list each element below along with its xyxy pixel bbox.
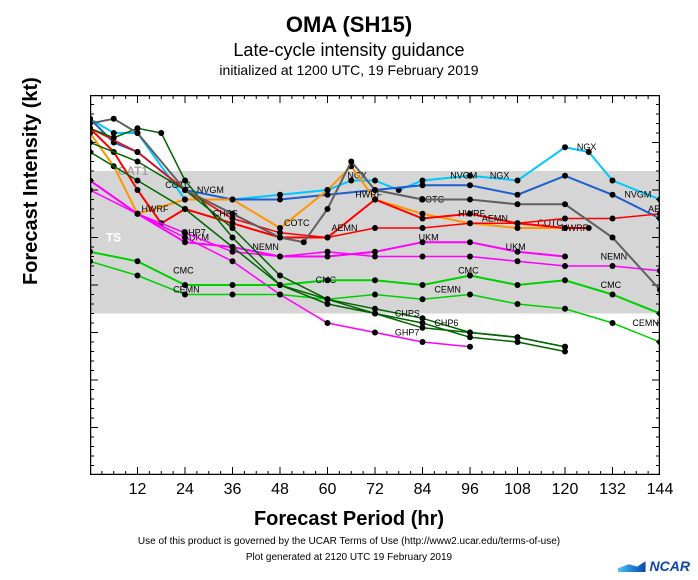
- svg-text:CHP6: CHP6: [434, 318, 458, 328]
- x-tick-label: 108: [500, 481, 536, 499]
- x-axis-label: Forecast Period (hr): [0, 508, 698, 531]
- x-tick-label: 144: [642, 481, 678, 499]
- svg-text:CEMN: CEMN: [173, 285, 200, 295]
- x-tick-label: 60: [310, 481, 346, 499]
- svg-text:CMC: CMC: [601, 280, 622, 290]
- svg-text:CEMN: CEMN: [632, 318, 659, 328]
- svg-text:COTC: COTC: [284, 218, 310, 228]
- svg-text:NEMN: NEMN: [601, 251, 628, 261]
- chart-title-main: OMA (SH15): [0, 12, 698, 38]
- x-tick-label: 132: [595, 481, 631, 499]
- chart-title-sub: Late-cycle intensity guidance: [0, 40, 698, 61]
- svg-text:NGX: NGX: [577, 142, 597, 152]
- svg-text:NVGM: NVGM: [450, 171, 477, 181]
- svg-text:CMC: CMC: [173, 266, 194, 276]
- svg-text:AEMN: AEMN: [332, 223, 358, 233]
- svg-text:NVGM: NVGM: [197, 185, 224, 195]
- plot-area: TSCAT1NGXNGXNGXNVGMNVGMNVGMCOTCCOTCCOTCC…: [90, 95, 660, 475]
- ncar-swish-icon: [618, 560, 646, 572]
- svg-text:AEMN: AEMN: [648, 204, 660, 214]
- svg-text:CHPS: CHPS: [395, 308, 420, 318]
- svg-text:HWRF: HWRF: [561, 223, 588, 233]
- svg-text:UKM: UKM: [419, 232, 439, 242]
- svg-text:NVGM: NVGM: [624, 190, 651, 200]
- ncar-logo: NCAR: [618, 558, 690, 574]
- x-tick-label: 84: [405, 481, 441, 499]
- svg-text:CMC: CMC: [458, 266, 479, 276]
- y-axis-label: Forecast Intensity (kt): [20, 77, 43, 285]
- x-tick-label: 48: [262, 481, 298, 499]
- ncar-logo-text: NCAR: [650, 558, 690, 574]
- svg-text:GHP7: GHP7: [395, 327, 420, 337]
- x-tick-label: 72: [357, 481, 393, 499]
- svg-text:AEMN: AEMN: [482, 213, 508, 223]
- footer-terms: Use of this product is governed by the U…: [0, 536, 698, 547]
- chart-title-init: initialized at 1200 UTC, 19 February 201…: [0, 62, 698, 78]
- footer-plotgen: Plot generated at 2120 UTC 19 February 2…: [0, 552, 698, 563]
- svg-text:CMC: CMC: [316, 275, 337, 285]
- chart-root: OMA (SH15) Late-cycle intensity guidance…: [0, 0, 698, 580]
- x-tick-label: 12: [120, 481, 156, 499]
- x-tick-label: 24: [167, 481, 203, 499]
- x-tick-label: 96: [452, 481, 488, 499]
- svg-text:GHP7: GHP7: [181, 228, 206, 238]
- x-tick-label: 120: [547, 481, 583, 499]
- svg-text:HWRF: HWRF: [142, 204, 169, 214]
- svg-text:UKM: UKM: [506, 242, 526, 252]
- x-tick-label: 36: [215, 481, 251, 499]
- svg-text:NEMN: NEMN: [252, 242, 278, 252]
- svg-text:NGX: NGX: [490, 171, 510, 181]
- svg-text:TS: TS: [106, 231, 121, 245]
- svg-text:CEMN: CEMN: [434, 285, 461, 295]
